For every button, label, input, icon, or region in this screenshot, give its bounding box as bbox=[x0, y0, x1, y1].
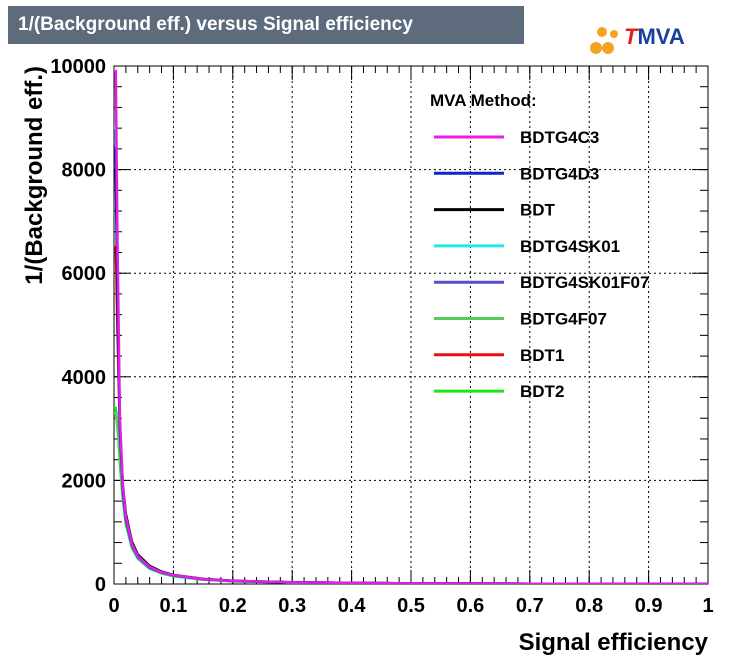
legend-entry-bdt1: BDT1 bbox=[520, 346, 564, 365]
x-axis-label: Signal efficiency bbox=[519, 629, 709, 656]
legend-entry-bdt2: BDT2 bbox=[520, 382, 564, 401]
logo-dot bbox=[590, 42, 602, 54]
logo-t: T bbox=[624, 24, 638, 49]
series-line-bdtg4c3 bbox=[114, 69, 708, 584]
x-tick-label: 0.3 bbox=[278, 595, 306, 617]
legend-header: MVA Method: bbox=[430, 91, 537, 110]
tmva-logo: TMVA bbox=[584, 20, 714, 60]
y-axis-label: 1/(Background eff.) bbox=[21, 66, 48, 285]
tmva-logo-text: TMVA bbox=[624, 24, 685, 50]
y-tick-label: 6000 bbox=[62, 263, 107, 285]
legend-entry-bdtg4c3: BDTG4C3 bbox=[520, 128, 599, 147]
x-tick-label: 0.5 bbox=[397, 595, 425, 617]
legend-entry-bdtg4sk01f07: BDTG4SK01F07 bbox=[520, 273, 649, 292]
y-tick-label: 0 bbox=[95, 574, 106, 596]
logo-dot bbox=[602, 42, 614, 54]
logo-dot bbox=[610, 30, 618, 38]
x-tick-label: 0.9 bbox=[635, 595, 663, 617]
y-tick-label: 2000 bbox=[62, 470, 107, 492]
tmva-logo-mark bbox=[590, 27, 618, 54]
legend-entry-bdt: BDT bbox=[520, 201, 556, 220]
logo-mva: MVA bbox=[637, 24, 685, 49]
x-tick-label: 0.1 bbox=[159, 595, 187, 617]
y-tick-label: 10000 bbox=[50, 56, 106, 78]
x-tick-label: 0.7 bbox=[516, 595, 544, 617]
logo-dot bbox=[597, 27, 607, 37]
x-tick-label: 0.8 bbox=[575, 595, 603, 617]
legend-entry-bdtg4f07: BDTG4F07 bbox=[520, 310, 607, 329]
y-tick-label: 4000 bbox=[62, 367, 107, 389]
x-tick-label: 1 bbox=[702, 595, 713, 617]
y-tick-label: 8000 bbox=[62, 160, 107, 182]
x-tick-label: 0.4 bbox=[338, 595, 367, 617]
x-tick-label: 0.6 bbox=[456, 595, 484, 617]
legend-entry-bdtg4sk01: BDTG4SK01 bbox=[520, 237, 620, 256]
chart-title: 1/(Background eff.) versus Signal effici… bbox=[8, 6, 524, 44]
x-tick-label: 0 bbox=[108, 595, 119, 617]
x-tick-label: 0.2 bbox=[219, 595, 247, 617]
legend-entry-bdtg4d3: BDTG4D3 bbox=[520, 164, 599, 183]
